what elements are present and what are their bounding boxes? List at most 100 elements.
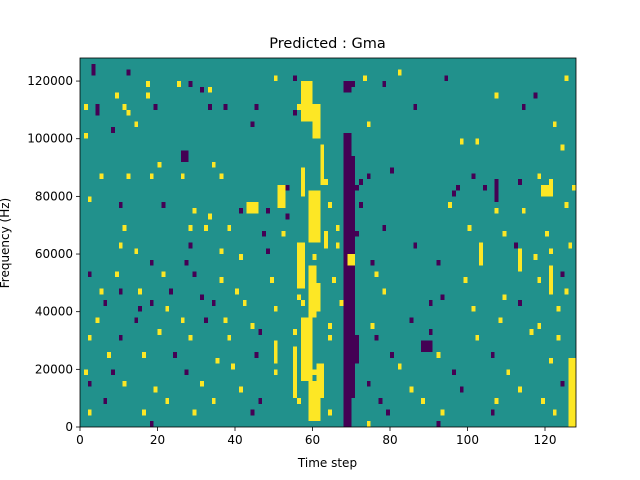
- heatmap-cell: [293, 75, 298, 82]
- heatmap-cell: [145, 92, 150, 99]
- heatmap-cell: [304, 317, 309, 324]
- heatmap-cell: [285, 184, 290, 191]
- heatmap-cell: [262, 230, 267, 237]
- x-ticks: 0 20 40 60 80 100 120: [76, 427, 556, 447]
- heatmap-cell: [448, 202, 453, 208]
- heatmap-cell: [126, 69, 131, 76]
- heatmap-cell-run: [421, 340, 433, 353]
- heatmap-cell: [568, 242, 573, 249]
- heatmap-cell: [219, 277, 224, 283]
- heatmap-cell: [254, 104, 259, 110]
- heatmap-cell: [440, 409, 445, 416]
- heatmap-cells: [80, 58, 577, 427]
- heatmap-cell: [238, 207, 243, 214]
- heatmap-cell: [122, 380, 127, 387]
- heatmap-cell: [390, 167, 394, 174]
- heatmap-cell: [548, 357, 553, 364]
- heatmap-cell: [328, 202, 332, 208]
- heatmap-cell: [211, 300, 216, 306]
- heatmap-cell: [192, 271, 197, 278]
- heatmap-cell: [436, 259, 441, 266]
- heatmap-cell: [374, 334, 379, 341]
- heatmap-cell: [95, 104, 100, 110]
- y-tick-label: 100000: [27, 132, 73, 146]
- heatmap-cell: [517, 386, 522, 393]
- heatmap-cell: [397, 69, 402, 76]
- heatmap-cell: [467, 225, 472, 231]
- heatmap-cell: [413, 104, 418, 110]
- heatmap-cell: [324, 179, 329, 185]
- heatmap-cell: [87, 271, 92, 278]
- heatmap-cell: [122, 104, 127, 110]
- heatmap-cell: [564, 288, 569, 295]
- heatmap-cell: [359, 179, 363, 185]
- heatmap-cell: [397, 363, 402, 370]
- heatmap-cell: [517, 300, 522, 306]
- heatmap-cell: [111, 369, 115, 376]
- heatmap-cell-run: [324, 230, 329, 249]
- heatmap-cell: [529, 328, 534, 335]
- heatmap-cell: [300, 300, 305, 306]
- heatmap-cell: [219, 248, 224, 255]
- heatmap-cell: [111, 127, 115, 133]
- heatmap-cell: [258, 328, 263, 335]
- heatmap-cell-run: [180, 150, 189, 162]
- heatmap-cell: [312, 369, 317, 376]
- heatmap-cell: [285, 213, 290, 220]
- heatmap-cell: [192, 207, 197, 214]
- heatmap-cell: [281, 230, 286, 237]
- heatmap-cell: [378, 398, 383, 404]
- heatmap-cell: [366, 380, 371, 387]
- heatmap-cell: [211, 161, 216, 168]
- heatmap-cell: [204, 317, 208, 324]
- heatmap-cell: [227, 334, 232, 341]
- heatmap-cell: [87, 334, 92, 341]
- heatmap-cell-run: [355, 334, 360, 364]
- heatmap-cell: [250, 323, 255, 329]
- heatmap-cell: [266, 207, 270, 214]
- heatmap-cell: [91, 69, 96, 76]
- heatmap-cell: [293, 357, 298, 364]
- heatmap-cell: [382, 81, 387, 87]
- heatmap-cell: [118, 202, 123, 208]
- heatmap-cell: [103, 300, 108, 306]
- y-tick-label: 20000: [35, 362, 73, 376]
- heatmap-cell: [231, 363, 236, 370]
- heatmap-cell: [428, 300, 433, 306]
- heatmap-cell-run: [273, 340, 278, 364]
- heatmap-cell: [134, 317, 139, 324]
- heatmap-cell: [153, 104, 158, 110]
- heatmap-cell: [227, 225, 232, 231]
- heatmap-cell: [572, 184, 577, 191]
- heatmap-cell: [514, 242, 518, 249]
- plot-frame: [79, 57, 577, 428]
- heatmap-cell: [273, 75, 278, 82]
- heatmap-cell: [180, 317, 185, 324]
- x-tick-label: 120: [534, 433, 557, 447]
- heatmap-cell-run: [246, 202, 259, 214]
- heatmap-cell: [521, 104, 526, 110]
- heatmap-cell: [355, 230, 360, 237]
- heatmap-cell: [87, 409, 92, 416]
- heatmap-cell: [459, 138, 464, 145]
- heatmap-cell: [153, 386, 158, 393]
- heatmap-cell: [293, 109, 298, 116]
- heatmap-cell: [300, 242, 305, 249]
- heatmap-cell: [95, 317, 100, 324]
- heatmap-cell: [506, 369, 511, 376]
- heatmap-cell: [242, 300, 247, 306]
- heatmap-cell-run: [308, 190, 321, 243]
- x-tick-label: 80: [382, 433, 397, 447]
- heatmap-cell: [362, 75, 367, 82]
- heatmap-cell: [99, 288, 104, 295]
- heatmap-cell: [122, 225, 127, 231]
- heatmap-cell: [200, 380, 205, 387]
- heatmap-cell: [250, 409, 255, 416]
- heatmap-cell-run: [297, 242, 305, 289]
- x-axis-label: Time step: [297, 456, 357, 470]
- x-tick-label: 60: [305, 433, 320, 447]
- heatmap-cell-run: [308, 380, 321, 422]
- heatmap-cell: [366, 173, 371, 180]
- heatmap-cell: [548, 248, 553, 255]
- heatmap-cell: [347, 81, 352, 87]
